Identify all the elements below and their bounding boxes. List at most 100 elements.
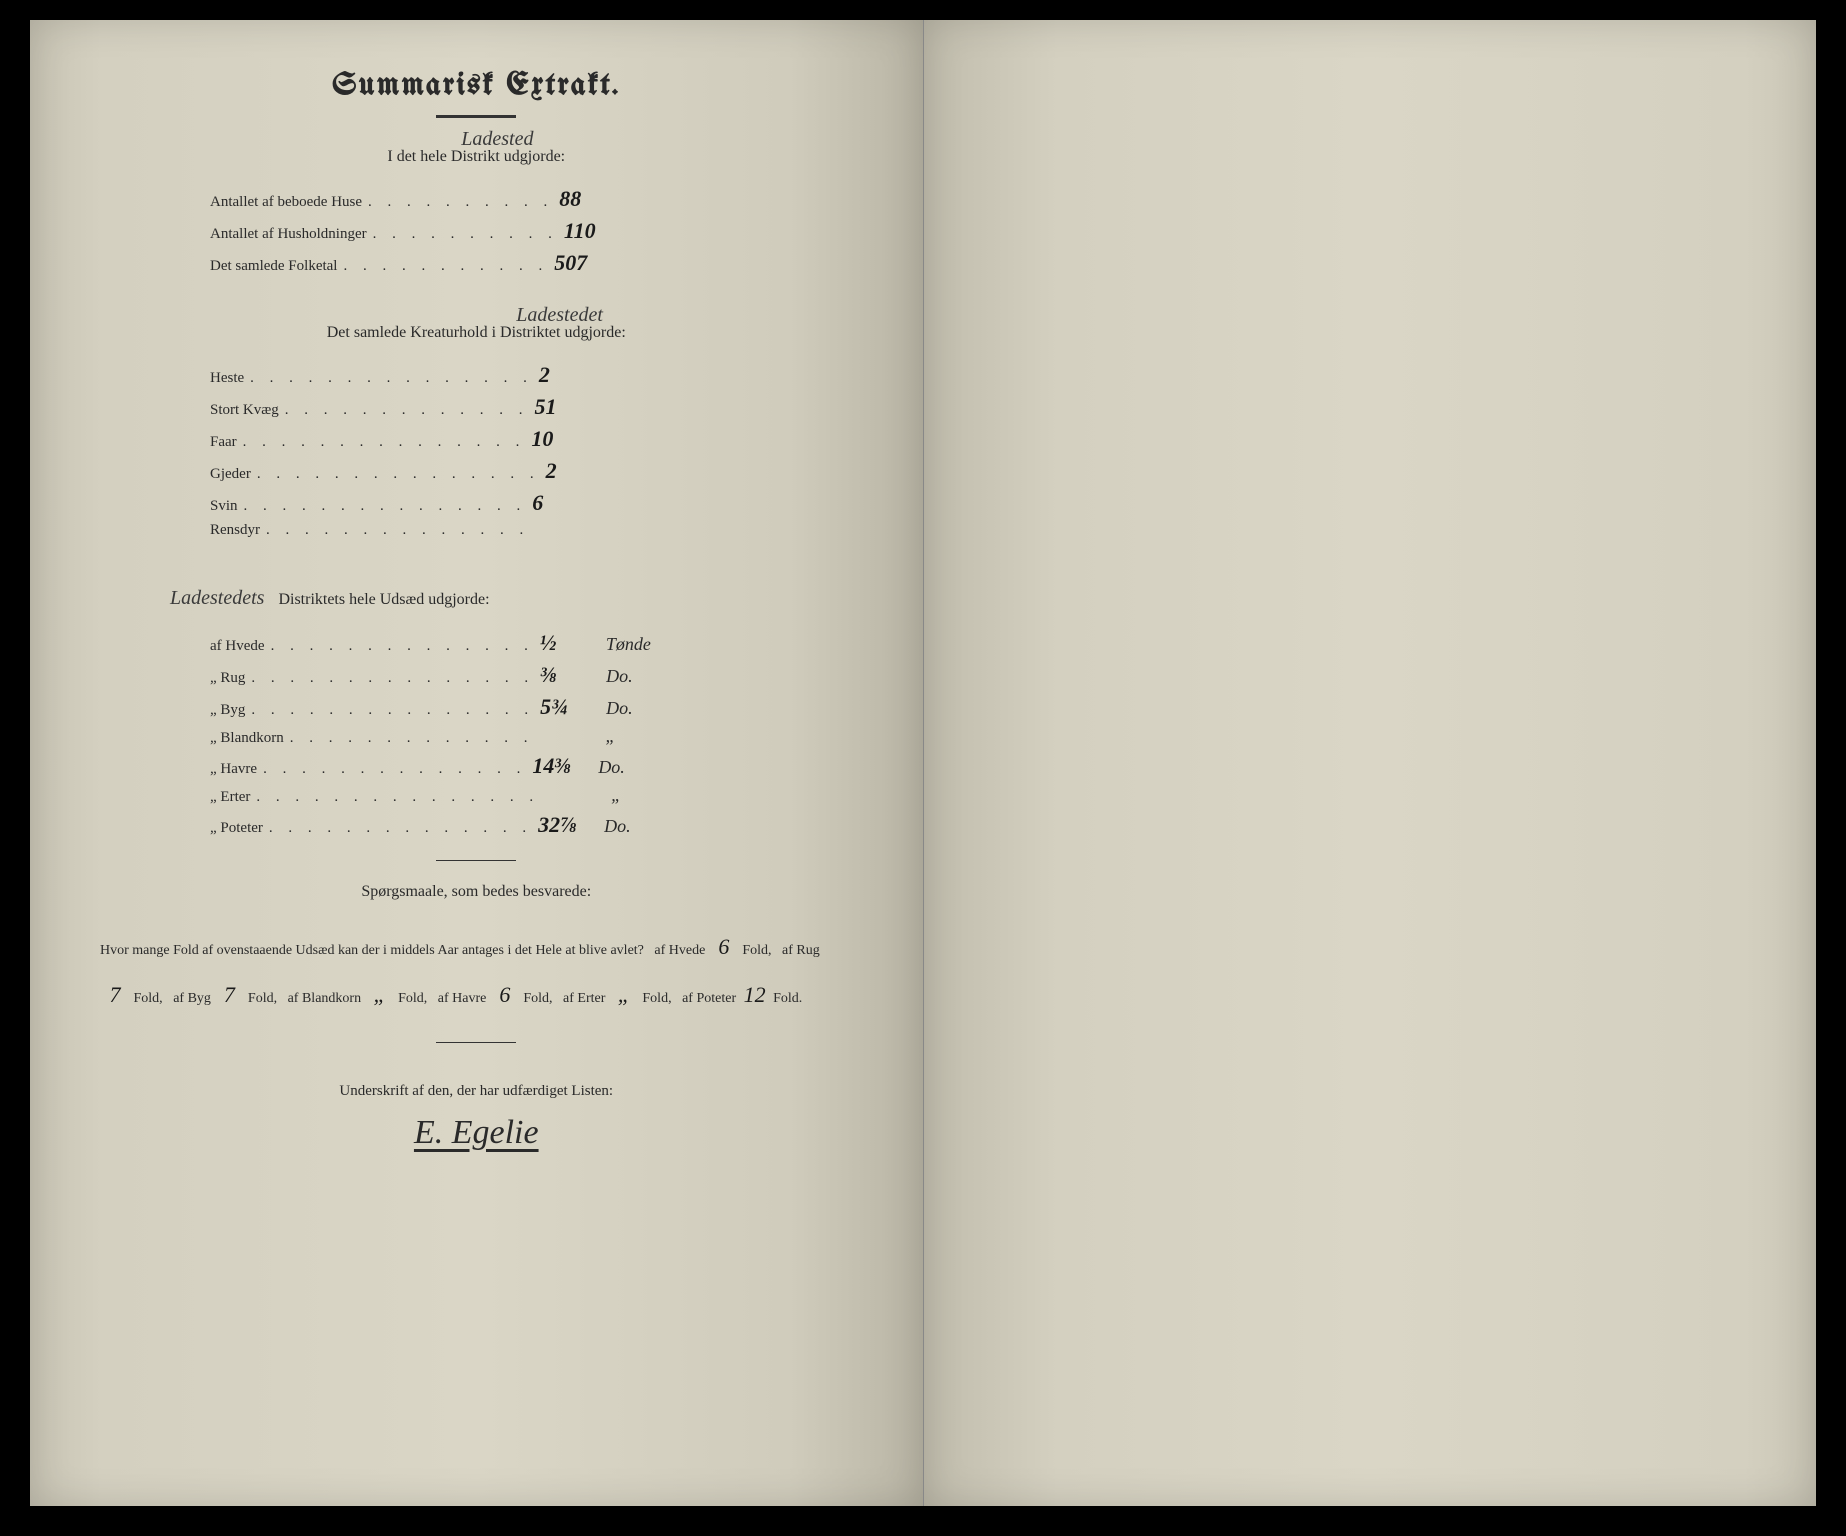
table-row: Heste . . . . . . . . . . . . . . . 2 — [210, 362, 863, 388]
table-row: „ Erter . . . . . . . . . . . . . . . „ — [210, 785, 863, 806]
row-label: „ Havre — [210, 761, 257, 778]
table-row: „ Blandkorn . . . . . . . . . . . . . „ — [210, 726, 863, 747]
dot-leader: . . . . . . . . . . . . . — [279, 402, 535, 419]
row-label: „ Rug — [210, 670, 245, 687]
section3-annotation: Ladestedets — [170, 587, 264, 609]
row-value: 32⅞ — [538, 812, 598, 838]
divider — [436, 860, 516, 861]
title-rule — [436, 115, 516, 118]
dot-leader: . . . . . . . . . . . . . . . — [251, 466, 546, 483]
table-row: „ Byg . . . . . . . . . . . . . . . 5¾ D… — [210, 694, 863, 720]
q-suffix: Fold, — [523, 991, 552, 1006]
row-label: Rensdyr — [210, 522, 260, 539]
row-value: 2 — [546, 458, 606, 484]
table-row: Antallet af Husholdninger . . . . . . . … — [210, 218, 863, 244]
q-value: „ — [365, 971, 395, 1019]
table-row: „ Poteter . . . . . . . . . . . . . . 32… — [210, 812, 863, 838]
q-label: af Erter — [563, 991, 605, 1006]
row-label: Gjeder — [210, 466, 251, 483]
q-suffix: Fold, — [642, 991, 671, 1006]
right-page-blank — [924, 20, 1817, 1506]
row-value: 88 — [559, 186, 619, 212]
q-value: „ — [609, 971, 639, 1019]
row-unit: Do. — [604, 816, 631, 837]
row-unit: Do. — [598, 757, 625, 778]
section1-header: Ladested I det hele Distrikt udgjorde: — [90, 148, 863, 166]
signoff-header: Underskrift af den, der har udfærdiget L… — [90, 1083, 863, 1100]
row-value: 6 — [532, 490, 592, 516]
table-row: Gjeder . . . . . . . . . . . . . . . 2 — [210, 458, 863, 484]
q-label: af Havre — [438, 991, 487, 1006]
row-value: 110 — [564, 218, 624, 244]
dot-leader: . . . . . . . . . . . . . . — [265, 638, 540, 655]
row-label: Det samlede Folketal — [210, 258, 337, 275]
dot-leader: . . . . . . . . . . . . . . . — [244, 370, 539, 387]
questions-paragraph: Hvor mange Fold af ovenstaaende Udsæd ka… — [90, 923, 863, 1020]
q-value: 6 — [709, 923, 739, 971]
q-suffix: Fold, — [134, 991, 163, 1006]
q-label: af Byg — [173, 991, 211, 1006]
q-value: 12 — [740, 971, 770, 1019]
row-value: 507 — [554, 250, 614, 276]
q-value: 7 — [100, 971, 130, 1019]
dot-leader: . . . . . . . . . . . . . — [284, 730, 540, 747]
row-value: 5¾ — [540, 694, 600, 720]
dot-leader: . . . . . . . . . . — [362, 194, 559, 211]
dot-leader: . . . . . . . . . . . . . . — [263, 820, 538, 837]
questions-header: Spørgsmaale, som bedes besvarede: — [90, 883, 863, 901]
left-page: Summarisk Extrakt. Ladested I det hele D… — [30, 20, 924, 1506]
page-title: Summarisk Extrakt. — [90, 70, 863, 103]
row-unit: „ — [605, 726, 615, 747]
table-row: af Hvede . . . . . . . . . . . . . . ½ T… — [210, 630, 863, 656]
table-row: Rensdyr . . . . . . . . . . . . . . — [210, 522, 863, 539]
row-label: Stort Kvæg — [210, 402, 279, 419]
q-value: 7 — [214, 971, 244, 1019]
q-suffix: Fold, — [742, 943, 771, 958]
row-label: „ Byg — [210, 702, 245, 719]
row-value: ½ — [540, 630, 600, 656]
dot-leader: . . . . . . . . . . — [367, 226, 564, 243]
row-unit: „ — [611, 785, 621, 806]
dot-leader: . . . . . . . . . . . . . . . — [238, 498, 533, 515]
q-label: af Blandkorn — [288, 991, 361, 1006]
section3-header-text: Distriktets hele Udsæd udgjorde: — [278, 591, 489, 608]
q-suffix: Fold, — [398, 991, 427, 1006]
row-value: ⅜ — [540, 662, 600, 688]
section2-annotation: Ladestedet — [516, 304, 603, 327]
row-value: 14⅜ — [532, 753, 592, 779]
row-label: „ Erter — [210, 789, 250, 806]
q-label: af Poteter — [682, 991, 736, 1006]
q-suffix: Fold. — [773, 991, 802, 1006]
row-value: 51 — [535, 394, 595, 420]
row-unit: Tønde — [606, 634, 651, 655]
row-label: Antallet af beboede Huse — [210, 194, 362, 211]
q-label: af Hvede — [654, 943, 705, 958]
q-label: af Rug — [782, 943, 820, 958]
dot-leader: . . . . . . . . . . . . . . — [257, 761, 532, 778]
section1-annotation: Ladested — [461, 128, 533, 151]
divider — [436, 1042, 516, 1043]
dot-leader: . . . . . . . . . . . . . . . — [245, 702, 540, 719]
row-value: 2 — [539, 362, 599, 388]
q-suffix: Fold, — [248, 991, 277, 1006]
table-row: „ Havre . . . . . . . . . . . . . . 14⅜ … — [210, 753, 863, 779]
row-label: Heste — [210, 370, 244, 387]
signature: E. Egelie — [90, 1114, 863, 1152]
dot-leader: . . . . . . . . . . . . . . . — [250, 789, 545, 806]
table-row: „ Rug . . . . . . . . . . . . . . . ⅜ Do… — [210, 662, 863, 688]
row-label: „ Blandkorn — [210, 730, 284, 747]
row-unit: Do. — [606, 666, 633, 687]
section3-header: Ladestedets Distriktets hele Udsæd udgjo… — [170, 587, 863, 610]
row-label: Svin — [210, 498, 238, 515]
row-unit: Do. — [606, 698, 633, 719]
book-spread: Summarisk Extrakt. Ladested I det hele D… — [0, 0, 1846, 1536]
table-row: Det samlede Folketal . . . . . . . . . .… — [210, 250, 863, 276]
section2-header: Ladestedet Det samlede Kreaturhold i Dis… — [90, 324, 863, 342]
dot-leader: . . . . . . . . . . . . . . . — [245, 670, 540, 687]
table-row: Stort Kvæg . . . . . . . . . . . . . 51 — [210, 394, 863, 420]
row-value: 10 — [531, 426, 591, 452]
row-label: Faar — [210, 434, 237, 451]
table-row: Antallet af beboede Huse . . . . . . . .… — [210, 186, 863, 212]
row-label: Antallet af Husholdninger — [210, 226, 367, 243]
dot-leader: . . . . . . . . . . . — [337, 258, 554, 275]
